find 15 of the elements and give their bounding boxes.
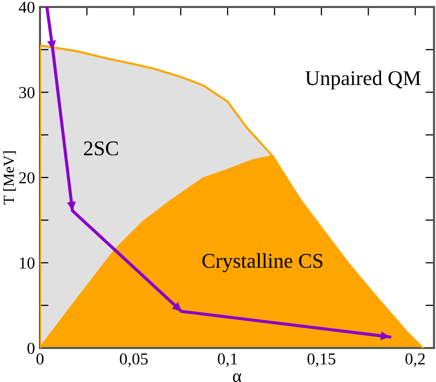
annotation: Unpaired QM (305, 70, 421, 90)
y-tick-label: 30 (19, 86, 35, 98)
x-tick-label: 0,05 (120, 353, 148, 367)
x-tick-label: 0 (36, 353, 44, 365)
y-tick-label: 10 (20, 257, 35, 269)
y-tick-label: 20 (19, 172, 35, 184)
x-tick-label: 0,1 (218, 353, 238, 367)
x-tick-label: 0,2 (405, 353, 425, 367)
annotation: Crystalline CS (202, 253, 322, 272)
y-tick-label: 0 (27, 342, 35, 354)
x-tick-label: 0,15 (307, 353, 336, 367)
x-axis-title: α (232, 373, 242, 382)
annotation: 2SC (84, 141, 118, 156)
y-axis-title: T [MeV] (3, 151, 16, 204)
y-tick-label: 40 (18, 2, 35, 13)
